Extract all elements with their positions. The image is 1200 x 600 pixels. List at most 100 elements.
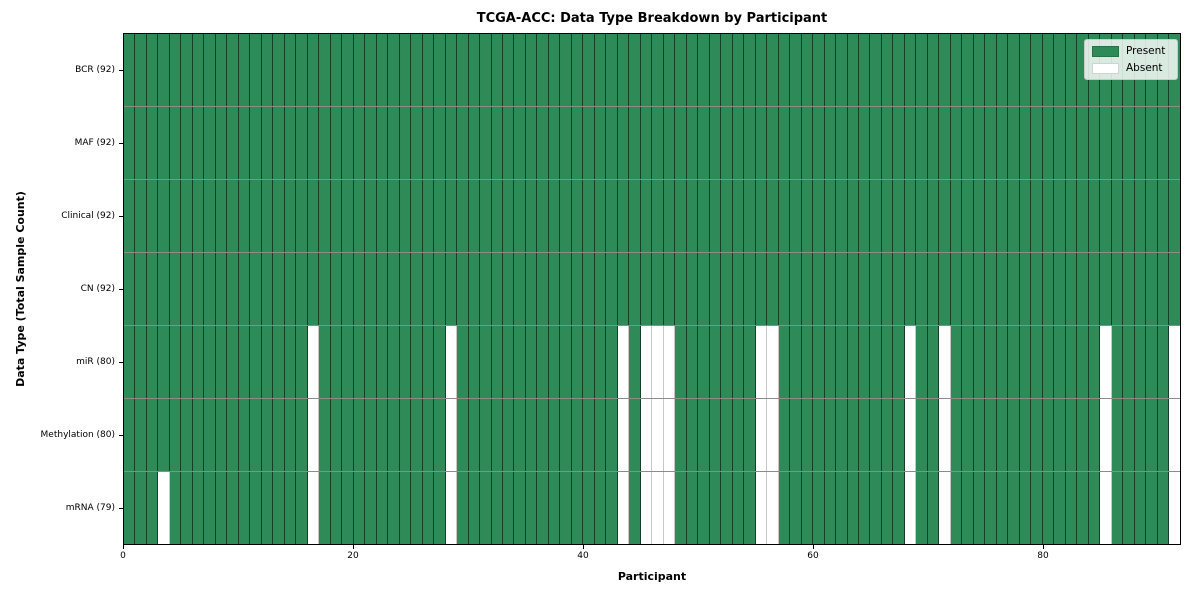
y-tick-mark xyxy=(119,362,123,364)
heatmap-cell xyxy=(1019,472,1032,544)
heatmap-cell xyxy=(146,326,159,398)
heatmap-cell xyxy=(686,107,699,179)
heatmap-cell xyxy=(629,34,641,106)
heatmap-cell xyxy=(675,180,687,252)
heatmap-cell xyxy=(296,107,308,179)
heatmap-cell xyxy=(1019,34,1032,106)
heatmap-cell xyxy=(881,253,894,325)
heatmap-cell xyxy=(939,34,951,106)
heatmap-cell xyxy=(227,34,239,106)
heatmap-cell xyxy=(629,180,641,252)
heatmap-cell xyxy=(1031,180,1043,252)
heatmap-cell xyxy=(583,253,595,325)
heatmap-cell xyxy=(1146,253,1158,325)
heatmap-cell xyxy=(525,34,538,106)
heatmap-cell xyxy=(480,34,492,106)
heatmap-cell xyxy=(732,34,745,106)
heatmap-cell xyxy=(927,253,940,325)
heatmap-cell xyxy=(158,326,170,398)
heatmap-cell xyxy=(1008,253,1020,325)
heatmap-cell xyxy=(1100,253,1112,325)
heatmap-cell xyxy=(824,472,837,544)
heatmap-cell xyxy=(1042,253,1055,325)
heatmap-cell xyxy=(640,253,653,325)
heatmap-cell xyxy=(457,107,469,179)
heatmap-cell xyxy=(721,180,733,252)
heatmap-cell xyxy=(204,34,216,106)
heatmap-cell xyxy=(1065,399,1078,471)
y-tick-mark xyxy=(119,289,123,290)
heatmap-cell xyxy=(1088,326,1101,398)
heatmap-row xyxy=(124,34,1180,107)
heatmap-cell xyxy=(571,472,584,544)
heatmap-cell xyxy=(870,399,882,471)
heatmap-cell xyxy=(1054,107,1066,179)
heatmap-cell xyxy=(652,34,664,106)
heatmap-cell xyxy=(1031,326,1043,398)
heatmap-cell xyxy=(1042,472,1055,544)
heatmap-cell xyxy=(376,472,389,544)
heatmap-cell xyxy=(124,326,136,398)
heatmap-cell xyxy=(1088,180,1101,252)
heatmap-cell xyxy=(250,472,262,544)
heatmap-cell xyxy=(192,472,205,544)
heatmap-cell xyxy=(985,253,997,325)
heatmap-cell xyxy=(342,253,354,325)
heatmap-cell xyxy=(790,472,802,544)
heatmap-cell xyxy=(169,326,182,398)
heatmap-cell xyxy=(307,326,320,398)
heatmap-cell xyxy=(1100,180,1112,252)
heatmap-cell xyxy=(1111,472,1124,544)
heatmap-cell xyxy=(480,472,492,544)
heatmap-cell xyxy=(985,180,997,252)
heatmap-cell xyxy=(571,107,584,179)
heatmap-cell xyxy=(847,180,859,252)
heatmap-cell xyxy=(881,180,894,252)
heatmap-cell xyxy=(721,472,733,544)
legend-item-present: Present xyxy=(1092,45,1169,57)
heatmap-cell xyxy=(996,399,1009,471)
heatmap-cell xyxy=(755,180,768,252)
heatmap-cell xyxy=(571,180,584,252)
heatmap-cell xyxy=(1100,399,1112,471)
heatmap-cell xyxy=(457,253,469,325)
heatmap-cell xyxy=(399,107,412,179)
heatmap-cell xyxy=(1111,107,1124,179)
heatmap-cell xyxy=(158,107,170,179)
heatmap-cell xyxy=(778,326,791,398)
heatmap-cell xyxy=(1123,399,1135,471)
heatmap-cell xyxy=(181,253,193,325)
heatmap-cell xyxy=(548,326,561,398)
heatmap-cell xyxy=(319,253,331,325)
heatmap-cell xyxy=(778,180,791,252)
heatmap-cell xyxy=(1134,399,1147,471)
heatmap-cell xyxy=(284,253,297,325)
heatmap-cell xyxy=(617,180,630,252)
heatmap-cell xyxy=(583,326,595,398)
heatmap-cell xyxy=(422,253,435,325)
heatmap-cell xyxy=(1019,399,1032,471)
heatmap-cell xyxy=(617,326,630,398)
heatmap-cell xyxy=(353,180,366,252)
heatmap-cell xyxy=(824,180,837,252)
heatmap-cell xyxy=(606,399,618,471)
heatmap-cell xyxy=(399,180,412,252)
heatmap-cell xyxy=(755,326,768,398)
heatmap-cell xyxy=(411,253,423,325)
heatmap-cell xyxy=(330,399,343,471)
heatmap-cell xyxy=(204,472,216,544)
heatmap-cell xyxy=(744,180,756,252)
heatmap-cell xyxy=(1111,180,1124,252)
y-tick-label: mRNA (79) xyxy=(65,503,115,514)
y-tick-mark xyxy=(119,435,123,437)
heatmap-cell xyxy=(617,472,630,544)
heatmap-cell xyxy=(181,34,193,106)
heatmap-cell xyxy=(560,326,572,398)
heatmap-cell xyxy=(1169,472,1180,544)
heatmap-cell xyxy=(790,253,802,325)
heatmap-cell xyxy=(1019,180,1032,252)
heatmap-cell xyxy=(411,326,423,398)
y-tick-label: miR (80) xyxy=(76,357,115,368)
heatmap-cell xyxy=(870,326,882,398)
heatmap-cell xyxy=(686,34,699,106)
